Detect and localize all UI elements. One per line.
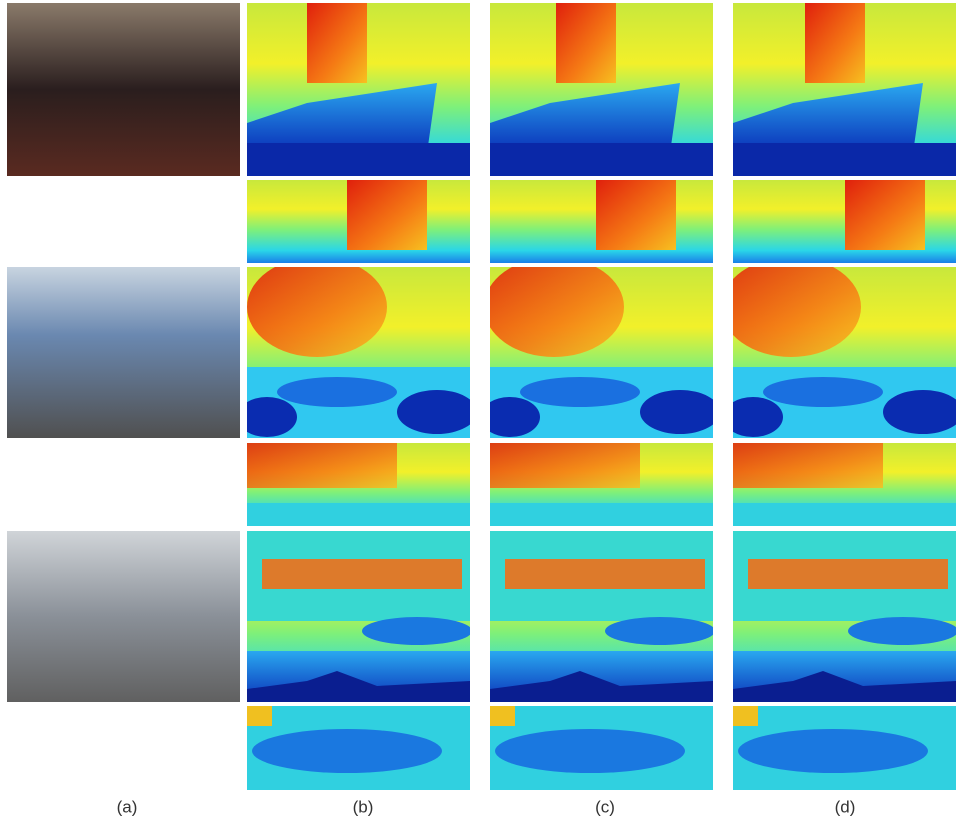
- sign: [505, 559, 705, 589]
- depth-map: [247, 443, 470, 526]
- desk: [763, 377, 883, 407]
- floor: [733, 143, 956, 176]
- depth-map: [490, 180, 713, 263]
- sign: [748, 559, 948, 589]
- depth-map: [247, 180, 470, 263]
- desk: [277, 377, 397, 407]
- depth-map: [490, 443, 713, 526]
- depth-map: [490, 706, 713, 790]
- caption: (b): [353, 797, 374, 816]
- depth-map: [237, 257, 477, 438]
- desk: [520, 377, 640, 407]
- warm-region: [805, 3, 865, 83]
- depth-map: [733, 706, 956, 790]
- warm-region: [733, 443, 883, 488]
- depth-map: [721, 257, 960, 438]
- caption: (c): [595, 797, 615, 816]
- desk: [495, 729, 685, 773]
- depth-map: [247, 706, 470, 790]
- desk: [237, 397, 297, 437]
- desk: [640, 390, 720, 434]
- cool-band: [247, 503, 470, 526]
- caption: (d): [835, 797, 856, 816]
- warm-region: [556, 3, 616, 83]
- floor: [247, 143, 470, 176]
- warm-region: [845, 180, 925, 250]
- cool-band: [490, 503, 713, 526]
- warm-region: [596, 180, 676, 250]
- depth-map: [247, 3, 470, 176]
- depth-map: [733, 3, 956, 176]
- floor: [490, 143, 713, 176]
- desk: [480, 397, 540, 437]
- desk: [252, 729, 442, 773]
- corner: [733, 706, 758, 726]
- warm-region: [347, 180, 427, 250]
- depth-map: [490, 3, 713, 176]
- photo: [7, 531, 240, 702]
- depth-map: [490, 531, 715, 702]
- desk: [738, 729, 928, 773]
- warm-region: [490, 443, 640, 488]
- desk: [362, 617, 472, 645]
- desk: [883, 390, 960, 434]
- desk: [605, 617, 715, 645]
- warm-region: [307, 3, 367, 83]
- depth-map: [733, 443, 956, 526]
- desk: [848, 617, 958, 645]
- desk: [397, 390, 477, 434]
- corner: [490, 706, 515, 726]
- warm-region: [247, 257, 387, 357]
- panels: [7, 3, 960, 790]
- sign: [262, 559, 462, 589]
- warm-region: [247, 443, 397, 488]
- depth-map: [247, 531, 472, 702]
- photo: [7, 3, 240, 176]
- cool-band: [733, 503, 956, 526]
- depth-map: [480, 257, 720, 438]
- caption: (a): [117, 797, 138, 816]
- photo: [7, 267, 240, 438]
- depth-map: [733, 180, 956, 263]
- corner: [247, 706, 272, 726]
- depth-map: [733, 531, 958, 702]
- warm-region: [721, 257, 861, 357]
- desk: [723, 397, 783, 437]
- warm-region: [484, 257, 624, 357]
- figure: (a) (b) (c) (d): [0, 0, 960, 823]
